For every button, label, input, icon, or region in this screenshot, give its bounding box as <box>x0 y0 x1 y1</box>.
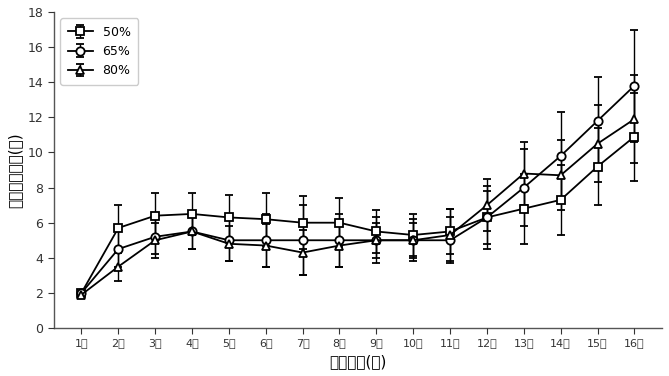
X-axis label: 발육단계(령): 발육단계(령) <box>329 354 387 369</box>
Y-axis label: 평균발육기간(일): 평균발육기간(일) <box>7 132 22 208</box>
Legend: 50%, 65%, 80%: 50%, 65%, 80% <box>60 18 138 85</box>
